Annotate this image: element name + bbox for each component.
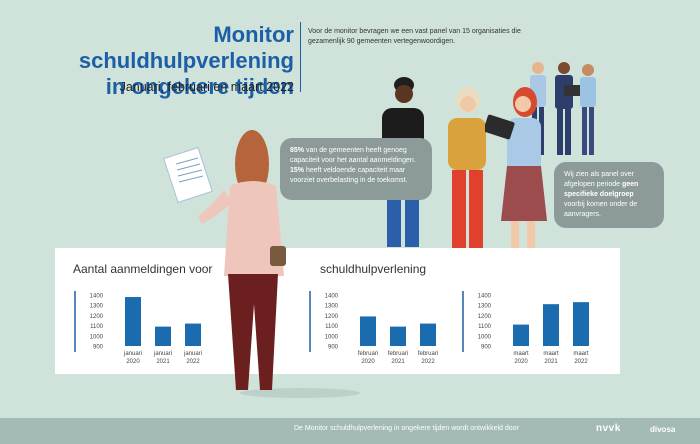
chart-1-xlabel-1-year: 2020 [126,359,140,365]
ground-shadow [240,388,360,398]
chart-2-ytick-900: 900 [328,345,339,351]
chart-2-bar-2 [390,326,406,346]
target-group-speech-bubble: Wij zien als panel over afgelopen period… [554,162,664,228]
capacity-text-2: heeft veldoende capaciteit maar voorziet… [290,167,408,184]
target-group-text-1: Wij zien als panel over afgelopen period… [564,171,635,188]
bar-charts: 1400 1300 1200 1100 1000 900 januari 2020 januar… [74,291,589,365]
chart-2-xlabel-1-year: 2020 [361,359,375,365]
chart-2-xlabel-1-month: februari [358,351,378,357]
chart-1-xlabel-2-month: januari [153,351,172,357]
chart-3-xlabel-3-year: 2022 [574,359,588,365]
title-line-2: in ongekere tijden [105,74,294,99]
chart-3-bar-3 [573,302,589,346]
chart-2-ytick-1400: 1400 [325,294,339,300]
chart-2-bar-3 [420,323,436,346]
chart-2-xlabel-3-year: 2022 [421,359,435,365]
chart-3-xlabel-1-year: 2020 [514,359,528,365]
footer-credit: De Monitor schuldhulpverlening in ongeke… [294,425,519,432]
chart-3-bar-1 [513,324,529,346]
chart-1-bar-2 [155,326,171,346]
capacity-speech-bubble: 85% van de gemeenten heeft genoeg capaci… [280,138,432,200]
chart-2-bar-1 [360,316,376,346]
chart-2-xlabel-2-year: 2021 [391,359,405,365]
chart-3-xlabel-1-month: maart [513,351,529,357]
woman-with-document-illustration [163,130,286,390]
chart-1-xlabel-2-year: 2021 [156,359,170,365]
chart-1-bar-3 [185,323,201,346]
period-subtitle: Januari, februari en maart 2022 [119,80,294,94]
footer-bar: De Monitor schuldhulpverlening in ongeke… [0,418,700,444]
applications-chart-panel: 1400 1300 1200 1100 1000 900 januari 2020 januar… [55,248,620,374]
chart-1-ytick-1400: 1400 [90,294,104,300]
title-line-1: Monitor schuldhulpverlening [78,22,294,73]
chart-2-xlabel-2-month: februari [388,351,408,357]
nvvk-logo: nvvk [596,423,621,434]
divosa-logo: divosa [650,425,676,434]
woman-blonde-illustration [448,87,486,248]
chart-1-bar-1 [125,297,141,346]
page-title: Monitor schuldhulpverlening in ongekere … [22,22,294,100]
capacity-pct-15: 15% [290,167,305,174]
panel-title-part-1: Aantal aanmeldingen voor [73,262,213,276]
chart-1-xlabel-3-year: 2022 [186,359,200,365]
chart-1-ytick-1300: 1300 [90,304,104,310]
target-group-bold: geen specifieke doelgroep [564,181,639,198]
capacity-text-1: van de gemeenten heeft genoeg capaciteit… [290,147,416,164]
chart-1-xlabel-3-month: januari [183,351,202,357]
intro-text: Voor de monitor bevragen we een vast pan… [308,28,521,45]
capacity-pct-85: 85% [290,147,305,154]
chart-1-ytick-900: 900 [93,345,104,351]
target-group-text-2: voorbij komen onder de aanvragers. [564,201,638,218]
chart-2-ytick-1000: 1000 [325,334,339,340]
chart-3-xlabel-2-year: 2021 [544,359,558,365]
chart-3-ytick-1200: 1200 [478,314,492,320]
chart-1-xlabel-1-month: januari [123,351,142,357]
header-divider [300,22,301,92]
chart-3-ytick-900: 900 [481,345,492,351]
chart-1-ytick-1200: 1200 [90,314,104,320]
chart-2-xlabel-3-month: februari [418,351,438,357]
chart-3-bar-2 [543,304,559,346]
chart-3-ytick-1300: 1300 [478,304,492,310]
chart-2-ytick-1100: 1100 [325,324,339,330]
chart-3-xlabel-3-month: maart [573,351,589,357]
chart-3-ytick-1000: 1000 [478,334,492,340]
chart-3-xlabel-2-month: maart [543,351,559,357]
chart-2-ytick-1200: 1200 [325,314,339,320]
panel-title-part-2: schuldhulpverlening [320,262,427,276]
chart-2-ytick-1300: 1300 [325,304,339,310]
woman-red-hair-illustration [485,87,547,249]
chart-3-ytick-1100: 1100 [478,324,492,330]
chart-1-ytick-1100: 1100 [90,324,104,330]
chart-3-ytick-1400: 1400 [478,294,492,300]
chart-1-ytick-1000: 1000 [90,334,104,340]
